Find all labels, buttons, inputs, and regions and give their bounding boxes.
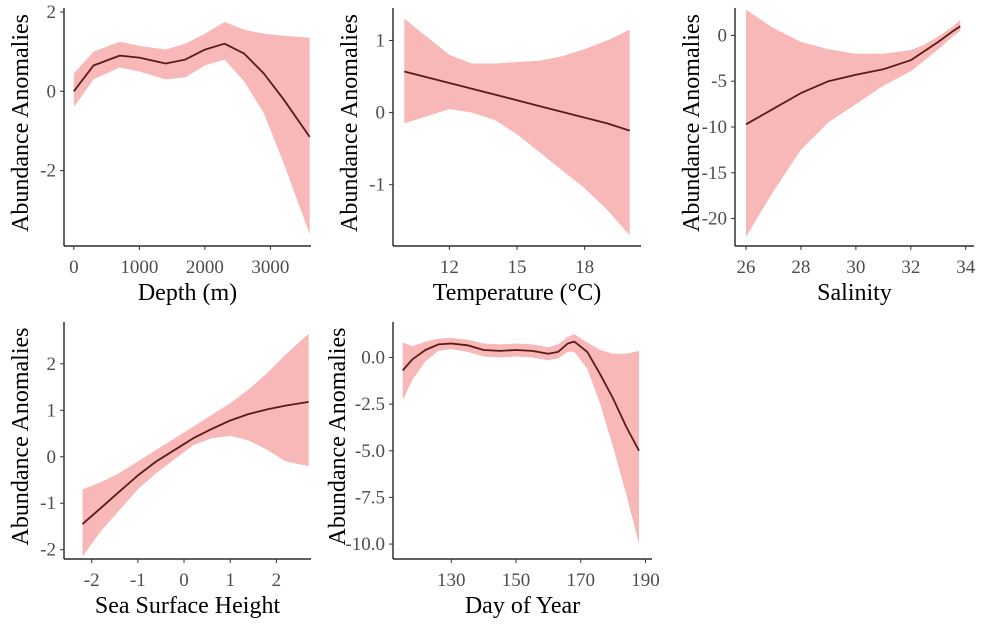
y-tick-label: -2: [40, 161, 56, 182]
x-tick-label: 28: [791, 257, 810, 278]
x-tick-label: 2000: [186, 257, 224, 278]
y-tick-label: 2: [47, 354, 57, 375]
x-tick-label: 1000: [120, 257, 158, 278]
confidence-band: [73, 21, 310, 235]
y-tick-label: -7.5: [355, 487, 385, 508]
y-tick-label: 0: [376, 103, 386, 124]
fitted-line: [73, 42, 311, 138]
y-tick-label: 0: [718, 25, 728, 46]
fitted-line: [745, 25, 961, 126]
y-tick-label: -2.5: [355, 394, 385, 415]
x-tick-label: 26: [736, 257, 755, 278]
x-tick-label: 190: [631, 570, 660, 591]
y-axis-label: Abundance Anomalies: [8, 328, 34, 546]
x-tick-label: 150: [502, 570, 531, 591]
chart-panel-5: 130 150 170 190 -10.0 -7.5 -5.0 -2.5 0.0 Day of Y…: [325, 322, 660, 619]
x-tick-label: 12: [440, 257, 459, 278]
x-tick-label: 15: [508, 257, 527, 278]
confidence-band: [402, 334, 639, 545]
y-tick-label: -15: [702, 163, 727, 184]
x-tick-label: 3000: [251, 257, 289, 278]
x-tick-label: 170: [567, 570, 596, 591]
x-axis-label: Depth (m): [138, 280, 237, 306]
y-axis-label: Abundance Anomalies: [325, 328, 351, 546]
y-tick-label: 0.0: [361, 347, 385, 368]
y-tick-label: 2: [47, 2, 57, 23]
y-tick-label: 1: [47, 400, 57, 421]
x-axis-label: Salinity: [817, 280, 892, 306]
x-tick-label: 30: [846, 257, 865, 278]
confidence-band: [404, 18, 630, 236]
x-tick-label: 130: [437, 570, 466, 591]
y-tick-label: -5: [711, 71, 727, 92]
x-tick-label: -1: [130, 570, 146, 591]
chart-panel-1: 0 1000 2000 3000 -2 0 2 Depth (m) Abundance Anom…: [8, 2, 311, 306]
x-tick-label: 32: [901, 257, 920, 278]
x-tick-label: 0: [179, 570, 189, 591]
y-tick-label: -20: [702, 209, 727, 230]
y-tick-label: -1: [40, 493, 56, 514]
y-tick-label: -1: [369, 175, 385, 196]
y-tick-label: 0: [47, 81, 57, 102]
x-tick-label: 34: [956, 257, 976, 278]
x-tick-label: -2: [84, 570, 100, 591]
y-tick-label: 1: [376, 30, 386, 51]
x-axis-label: Day of Year: [465, 593, 580, 619]
x-axis-label: Sea Surface Height: [95, 593, 281, 619]
x-axis-label: Temperature (°C): [433, 280, 602, 306]
confidence-band: [82, 333, 309, 557]
y-tick-label: 0: [47, 447, 57, 468]
fitted-line: [402, 340, 640, 452]
y-tick-label: -10: [702, 117, 727, 138]
chart-panel-3: 26 28 30 32 34 -20 -15 -10 -5 0 Salinity Abundance …: [679, 8, 976, 306]
x-tick-label: 18: [575, 257, 594, 278]
y-axis-label: Abundance Anomalies: [679, 14, 705, 232]
y-tick-label: -10.0: [345, 534, 385, 555]
fitted-line: [81, 401, 309, 525]
x-tick-label: 0: [69, 257, 79, 278]
x-tick-label: 2: [272, 570, 282, 591]
y-tick-label: -2: [40, 540, 56, 561]
y-axis-label: Abundance Anomalies: [337, 14, 363, 232]
y-axis-label: Abundance Anomalies: [8, 14, 34, 232]
x-tick-label: 1: [225, 570, 235, 591]
confidence-band: [746, 9, 961, 237]
chart-panel-2: 12 15 18 -1 0 1 Temperature (°C) Abundance Anom…: [337, 8, 641, 306]
fitted-line: [404, 70, 630, 132]
y-tick-label: -5.0: [355, 441, 385, 462]
